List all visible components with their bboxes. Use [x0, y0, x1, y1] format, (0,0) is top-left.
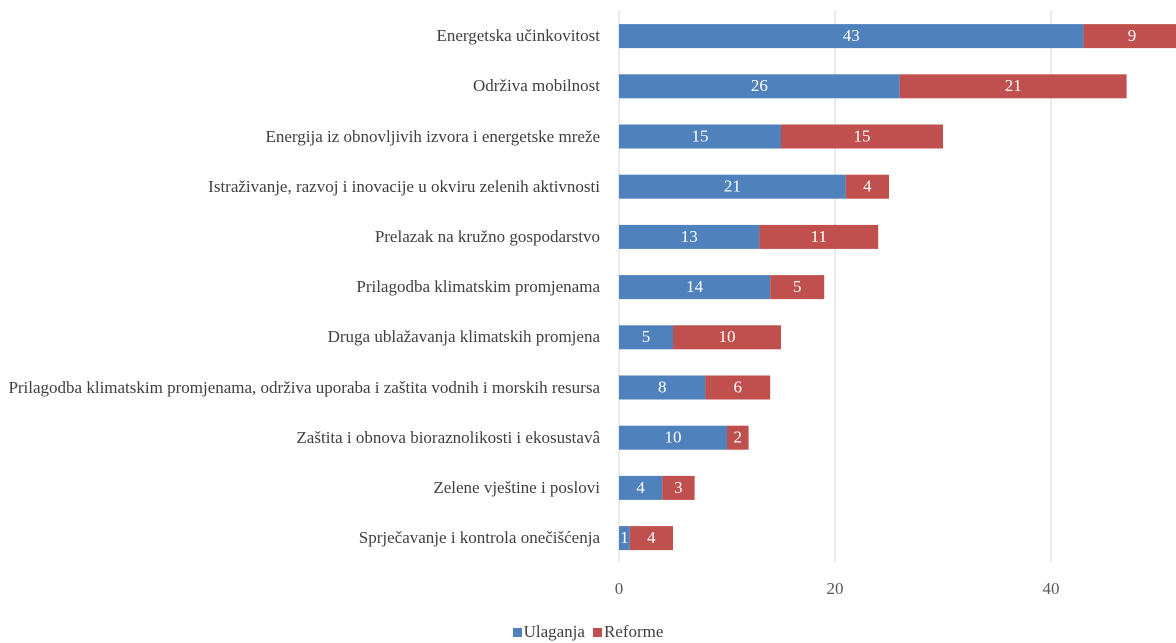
- category-label: Prilagodba klimatskim promjenama: [8, 262, 600, 312]
- category-text: Sprječavanje i kontrola onečišćenja: [358, 528, 600, 548]
- data-label: 10: [719, 327, 736, 346]
- bar-segment: [1083, 24, 1176, 49]
- data-label: 14: [686, 277, 704, 296]
- data-label: 8: [658, 377, 667, 396]
- legend-label: Reforme: [603, 622, 664, 641]
- bar-segment: [619, 124, 781, 149]
- legend-item: Ulaganja: [512, 622, 585, 641]
- category-label: Druga ublažavanja klimatskih promjena: [8, 312, 600, 362]
- category-text: Održiva mobilnost: [472, 76, 600, 96]
- data-label: 21: [724, 177, 741, 196]
- category-label: Energetska učinkovitost: [8, 11, 600, 61]
- data-label: 21: [1005, 76, 1022, 95]
- data-label: 10: [665, 428, 682, 447]
- bar-segment: [619, 74, 900, 99]
- bar-segment: [619, 526, 630, 551]
- legend-item: Reforme: [592, 622, 664, 641]
- category-text: Energija iz obnovljivih izvora i energet…: [265, 126, 600, 146]
- data-label: 15: [692, 126, 709, 145]
- category-text: Energetska učinkovitost: [436, 26, 600, 46]
- data-label: 5: [642, 327, 651, 346]
- data-label: 26: [751, 76, 768, 95]
- category-text: Prelazak na kružno gospodarstvo: [374, 226, 600, 246]
- bar-segment: [662, 475, 695, 500]
- category-text: Istraživanje, razvoj i inovacije u okvir…: [208, 176, 600, 196]
- bar-segment: [619, 475, 663, 500]
- data-label: 5: [793, 277, 802, 296]
- category-text: Druga ublažavanja klimatskih promjena: [327, 327, 600, 347]
- data-label: 1: [620, 528, 629, 547]
- data-label: 3: [674, 478, 683, 497]
- bar-segment: [770, 275, 825, 300]
- category-label: Zelene vještine i poslovi: [8, 463, 600, 513]
- x-tick-label: 40: [1043, 579, 1060, 598]
- bar-segment: [727, 425, 749, 450]
- data-label: 43: [843, 26, 860, 45]
- legend: Ulaganja Reforme: [0, 622, 1176, 642]
- bar-segment: [629, 526, 673, 551]
- bar-segment: [759, 224, 879, 249]
- data-label: 11: [811, 227, 827, 246]
- legend-swatch: [592, 628, 602, 637]
- legend-label: Ulaganja: [523, 622, 585, 641]
- bar-segment: [619, 224, 760, 249]
- bar-segment: [845, 174, 889, 199]
- bar-segment: [705, 375, 771, 400]
- data-label: 9: [1128, 26, 1137, 45]
- category-label: Energija iz obnovljivih izvora i energet…: [8, 112, 600, 162]
- data-label: 4: [636, 478, 645, 497]
- category-text: Zaštita i obnova bioraznolikosti i ekosu…: [296, 427, 600, 447]
- bar-segment: [899, 74, 1127, 99]
- category-text: Zelene vještine i poslovi: [433, 477, 600, 497]
- category-label: Zaštita i obnova bioraznolikosti i ekosu…: [8, 413, 600, 463]
- bar-segment: [619, 275, 771, 300]
- legend-swatch: [512, 628, 522, 637]
- data-label: 6: [734, 377, 743, 396]
- data-label: 4: [647, 528, 656, 547]
- category-text: Prilagodba klimatskim promjenama, održiv…: [8, 377, 600, 397]
- data-label: 2: [734, 428, 743, 447]
- category-label: Prilagodba klimatskim promjenama, održiv…: [8, 363, 600, 413]
- category-label: Prelazak na kružno gospodarstvo: [8, 212, 600, 262]
- bar-segment: [619, 174, 846, 199]
- bar-segment: [781, 124, 943, 149]
- data-label: 15: [854, 126, 871, 145]
- category-label: Sprječavanje i kontrola onečišćenja: [8, 513, 600, 563]
- bar-segment: [619, 24, 1084, 49]
- data-label: 4: [863, 177, 872, 196]
- category-label: Održiva mobilnost: [8, 61, 600, 111]
- data-label: 13: [681, 227, 698, 246]
- category-label: Istraživanje, razvoj i inovacije u okvir…: [8, 162, 600, 212]
- x-tick-label: 0: [615, 579, 624, 598]
- bar-segment: [619, 425, 727, 450]
- bar-segment: [673, 325, 781, 350]
- category-text: Prilagodba klimatskim promjenama: [356, 277, 600, 297]
- bar-segment: [619, 375, 706, 400]
- bar-segment: [619, 325, 673, 350]
- x-tick-label: 20: [827, 579, 844, 598]
